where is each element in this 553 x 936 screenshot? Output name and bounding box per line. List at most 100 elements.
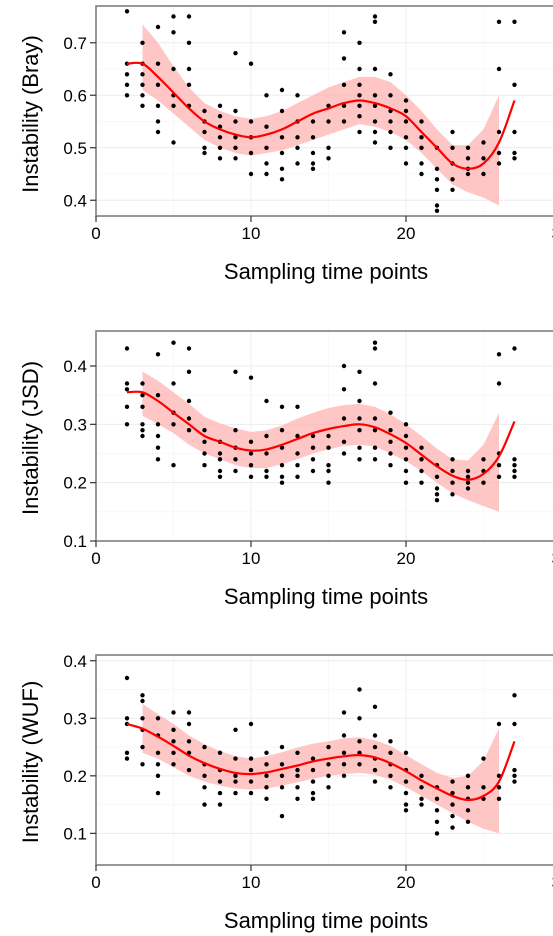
data-point: [140, 381, 145, 386]
data-point: [171, 66, 176, 72]
data-point: [155, 422, 161, 427]
data-point: [450, 177, 455, 182]
data-point: [264, 750, 269, 755]
data-point: [481, 785, 486, 790]
data-point: [279, 474, 285, 479]
data-point: [217, 750, 223, 755]
data-point: [202, 744, 207, 750]
data-point: [295, 135, 300, 140]
data-point: [233, 727, 238, 732]
data-point: [388, 145, 393, 150]
data-point: [124, 404, 130, 409]
data-point: [512, 721, 517, 727]
data-point: [326, 744, 331, 750]
data-point: [341, 762, 347, 767]
data-point: [512, 468, 517, 474]
data-point: [264, 796, 269, 801]
data-point: [496, 352, 502, 357]
data-point: [341, 733, 347, 738]
data-point: [341, 416, 347, 421]
data-point: [264, 773, 269, 778]
data-point: [155, 716, 161, 721]
data-point: [155, 103, 161, 109]
y-axis-title: Instability (Bray): [18, 35, 43, 193]
data-point: [434, 208, 440, 213]
data-point: [326, 480, 331, 485]
data-point: [310, 457, 316, 462]
trend-line: [126, 722, 516, 802]
data-point: [388, 739, 393, 744]
data-point: [202, 428, 207, 433]
data-point: [372, 767, 378, 773]
data-point: [124, 72, 130, 77]
plot-border: [95, 5, 553, 217]
data-point: [372, 93, 378, 98]
data-point: [419, 457, 424, 462]
data-point: [465, 171, 471, 177]
data-point: [202, 463, 207, 468]
data-point: [202, 451, 207, 456]
confidence-band-area: [142, 371, 499, 512]
data-point: [357, 129, 362, 135]
data-point: [341, 750, 347, 755]
data-point: [124, 750, 130, 755]
data-point: [217, 114, 223, 119]
data-point: [155, 352, 161, 357]
data-point: [481, 140, 486, 145]
data-point: [450, 187, 455, 192]
data-point: [434, 203, 440, 208]
data-point: [341, 439, 347, 444]
data-point: [341, 387, 347, 392]
data-point: [217, 451, 223, 456]
data-point: [217, 457, 223, 462]
data-point: [512, 463, 517, 468]
data-point: [124, 82, 130, 88]
data-point: [326, 433, 331, 439]
data-point: [248, 150, 254, 156]
data-point: [372, 129, 378, 135]
data-point: [496, 796, 502, 801]
chart-panel-jsd: 0.1 0.2 0.3 0.4 0 10 20 30 Sampling time point…: [18, 330, 553, 609]
data-point: [248, 375, 254, 380]
y-tick-labels: 0.4 0.5 0.6 0.7: [63, 34, 87, 211]
data-point: [279, 108, 285, 114]
confidence-band-area: [142, 703, 499, 834]
data-point: [233, 135, 238, 140]
x-tick-label: 20: [397, 224, 416, 243]
axes: [90, 5, 553, 222]
data-point: [248, 756, 254, 761]
y-axis-title: Instability (JSD): [18, 361, 43, 515]
data-point: [295, 93, 300, 98]
data-point: [264, 398, 269, 404]
data-point: [419, 796, 424, 801]
data-points: [124, 675, 517, 836]
data-point: [217, 802, 223, 807]
y-tick-label: 0.6: [63, 86, 87, 105]
x-tick-labels: 0 10 20 30: [91, 549, 553, 568]
data-point: [419, 480, 424, 485]
data-point: [372, 428, 378, 433]
data-point: [450, 492, 455, 497]
data-point: [279, 773, 285, 778]
data-point: [279, 428, 285, 433]
data-point: [310, 150, 316, 156]
data-point: [248, 721, 254, 727]
data-point: [450, 813, 455, 819]
y-tick-label: 0.4: [63, 652, 87, 671]
data-point: [341, 451, 347, 456]
data-point: [155, 445, 161, 450]
data-point: [233, 457, 238, 462]
data-point: [171, 30, 176, 35]
x-axis-title: Sampling time points: [224, 259, 428, 284]
data-point: [512, 457, 517, 462]
x-tick-labels: 0 10 20 30: [91, 873, 553, 892]
data-point: [450, 457, 455, 462]
data-point: [155, 82, 161, 88]
data-point: [264, 433, 269, 439]
data-point: [341, 710, 347, 715]
data-point: [357, 739, 362, 744]
y-tick-label: 0.3: [63, 415, 87, 434]
x-tick-label: 30: [552, 549, 553, 568]
data-point: [171, 103, 176, 109]
data-point: [217, 779, 223, 784]
